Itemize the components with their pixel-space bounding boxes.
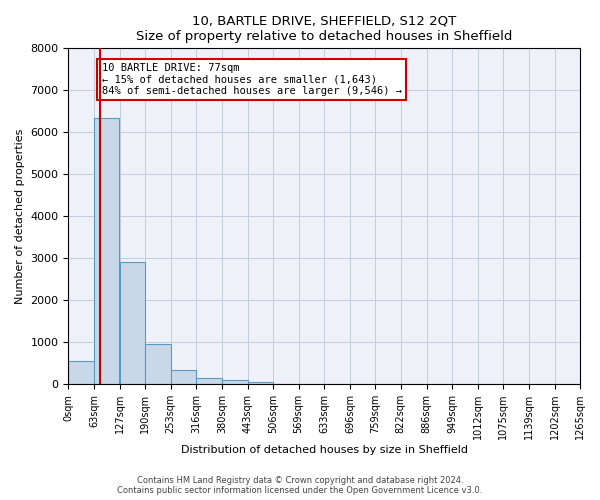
Title: 10, BARTLE DRIVE, SHEFFIELD, S12 2QT
Size of property relative to detached house: 10, BARTLE DRIVE, SHEFFIELD, S12 2QT Siz…	[136, 15, 512, 43]
Bar	[94, 118, 119, 384]
Bar	[196, 378, 221, 384]
Text: Contains HM Land Registry data © Crown copyright and database right 2024.
Contai: Contains HM Land Registry data © Crown c…	[118, 476, 482, 495]
Bar	[68, 361, 94, 384]
X-axis label: Distribution of detached houses by size in Sheffield: Distribution of detached houses by size …	[181, 445, 468, 455]
Bar	[222, 380, 248, 384]
Bar	[120, 262, 145, 384]
Bar	[145, 344, 171, 384]
Text: 10 BARTLE DRIVE: 77sqm
← 15% of detached houses are smaller (1,643)
84% of semi-: 10 BARTLE DRIVE: 77sqm ← 15% of detached…	[101, 63, 401, 96]
Bar	[248, 382, 273, 384]
Bar	[171, 370, 196, 384]
Y-axis label: Number of detached properties: Number of detached properties	[15, 128, 25, 304]
